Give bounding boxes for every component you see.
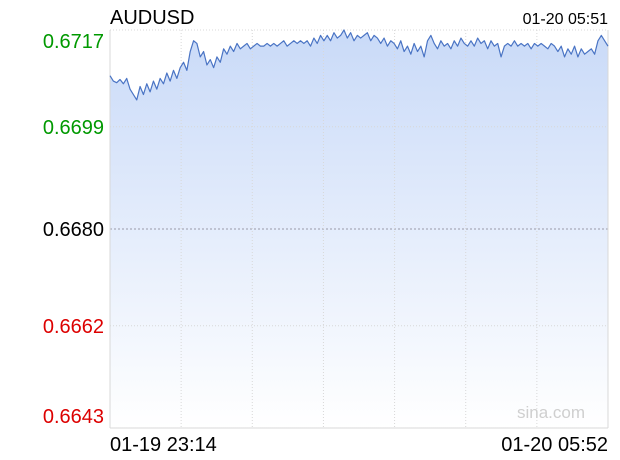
price-line — [109, 29, 609, 101]
line-layer — [109, 29, 609, 101]
chart-timestamp: 01-20 05:51 — [523, 11, 609, 28]
chart-title: AUDUSD — [110, 7, 194, 29]
y-tick-label-1: 0.6699 — [43, 117, 104, 139]
watermark: sina.com — [517, 403, 585, 422]
y-axis-labels: 0.6717 0.6699 0.6680 0.6662 0.6643 — [43, 31, 104, 428]
x-axis-end-label: 01-20 05:52 — [501, 434, 608, 456]
x-axis-start-label: 01-19 23:14 — [110, 434, 217, 456]
grid-layer — [109, 29, 609, 429]
y-tick-label-4: 0.6643 — [43, 406, 104, 428]
y-tick-label-3: 0.6662 — [43, 316, 104, 338]
y-tick-label-0: 0.6717 — [43, 31, 104, 53]
y-tick-label-2: 0.6680 — [43, 219, 104, 241]
